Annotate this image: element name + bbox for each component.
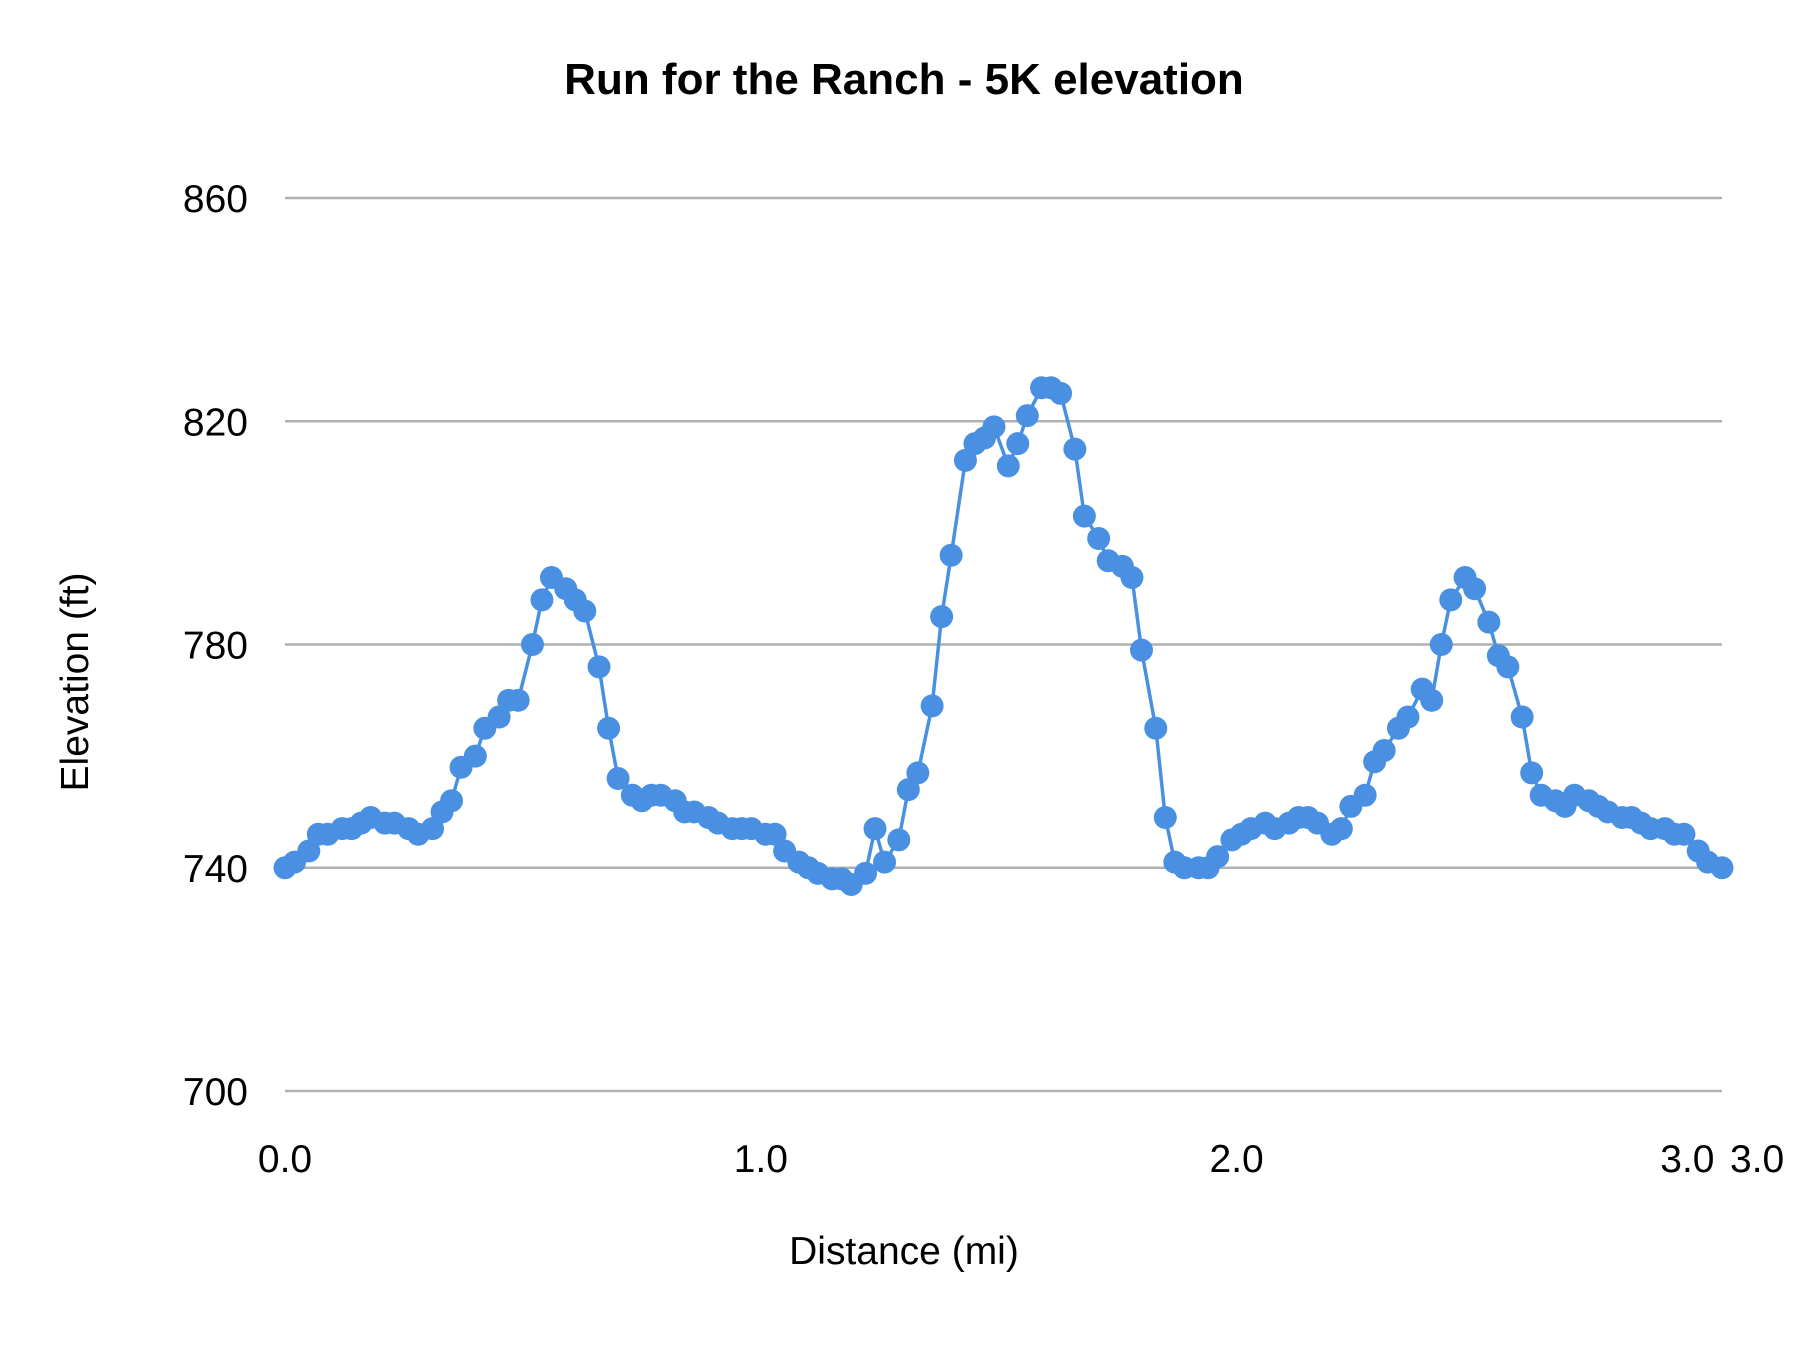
y-tick-label: 820 [183,401,248,444]
data-point [1672,822,1696,846]
data-point [1206,845,1230,869]
gridlines [285,196,1722,1093]
data-point [1087,526,1111,550]
data-point [487,705,511,729]
x-tick-label: 0.0 [258,1138,312,1181]
y-tick-label: 740 [183,848,248,891]
data-point [1153,806,1177,830]
data-point [1496,655,1520,679]
data-point [597,716,621,740]
data-point [1129,638,1153,662]
data-point [1510,705,1534,729]
data-point [1006,432,1030,456]
data-point [953,448,977,472]
data-point [896,778,920,802]
data-point [920,694,944,718]
x-axis-title: Distance (mi) [789,1230,1019,1273]
data-point [1463,577,1487,601]
y-tick-label: 780 [183,625,248,668]
data-point [1144,716,1168,740]
data-point [930,605,954,629]
data-point [1120,566,1144,590]
data-point [996,454,1020,478]
x-tick-label: 3.0 [1730,1138,1784,1181]
data-point [1063,437,1087,461]
data-point [982,415,1006,439]
chart-title: Run for the Ranch - 5K elevation [564,55,1244,104]
data-point [854,861,878,885]
data-point [1072,504,1096,528]
y-axis-title: Elevation (ft) [54,573,97,792]
data-point [606,766,630,790]
data-point [440,789,464,813]
data-point [297,839,321,863]
data-point [1353,783,1377,807]
data-point [1372,739,1396,763]
data-point [906,761,930,785]
data-point [1520,761,1544,785]
data-point [1477,610,1501,634]
data-point [763,822,787,846]
data-point [939,543,963,567]
data-point [530,588,554,612]
data-point [1429,633,1453,656]
x-tick-label: 1.0 [734,1138,788,1181]
data-point [520,633,544,656]
data-point [587,655,611,679]
data-point [573,599,597,623]
data-point [1049,381,1073,405]
data-point [1396,705,1420,729]
data-point [1329,817,1353,841]
y-tick-label: 860 [183,178,248,221]
data-point [1710,856,1734,880]
data-point [1439,588,1463,612]
data-point [863,817,887,841]
data-point [887,828,911,852]
x-tick-labels: 0.0 1.0 2.0 3.0 3.0 [258,1138,1784,1181]
data-point [1420,688,1444,712]
data-point [463,744,487,768]
data-point [1015,404,1039,428]
y-tick-label: 700 [183,1071,248,1114]
series-points [273,376,1734,896]
x-tick-label: 3.0 [1660,1138,1714,1181]
data-point [421,817,445,841]
series-line [284,386,1723,887]
data-point [873,850,897,874]
x-tick-label: 2.0 [1210,1138,1264,1181]
y-tick-labels: 700 740 780 820 860 [183,178,248,1114]
data-point [506,688,530,712]
